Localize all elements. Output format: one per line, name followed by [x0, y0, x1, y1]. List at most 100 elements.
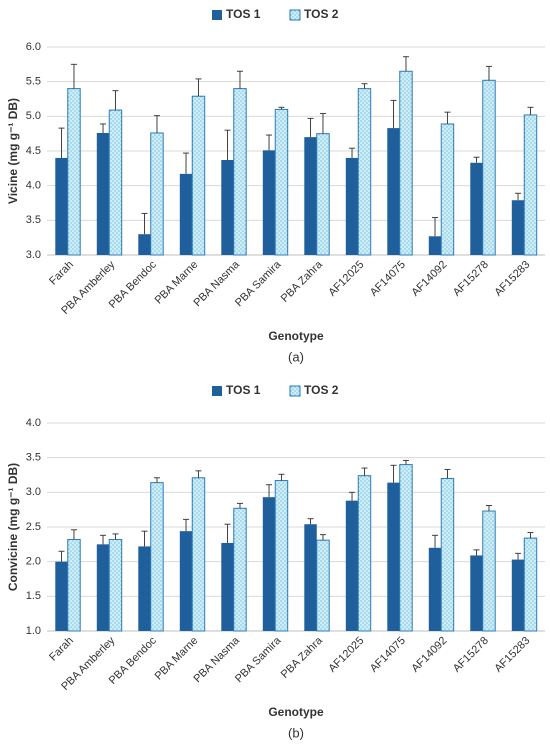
- error-bar: [515, 192, 522, 201]
- x-tick-label: AF14092: [409, 635, 449, 675]
- bar: [138, 234, 151, 255]
- error-bar: [278, 106, 285, 110]
- bar: [96, 544, 110, 631]
- x-tick-label: PBA Samira: [233, 258, 284, 309]
- legend-swatch: [212, 386, 222, 396]
- error-bar: [390, 99, 397, 129]
- y-tick-label: 5.5: [26, 76, 41, 88]
- error-bar: [319, 113, 326, 134]
- bar: [55, 157, 68, 255]
- error-bar: [361, 467, 368, 476]
- legend-swatch: [289, 385, 301, 397]
- bar: [357, 88, 372, 256]
- error-bar: [349, 491, 356, 501]
- error-bar: [278, 473, 285, 481]
- error-bar: [390, 464, 397, 483]
- bar: [511, 200, 525, 255]
- error-bar: [473, 549, 480, 556]
- bar: [138, 546, 151, 631]
- x-tick-label: AF14092: [409, 259, 449, 299]
- y-tick-label: 3.0: [26, 486, 41, 498]
- y-tick-label: 1.0: [26, 625, 41, 637]
- bar: [470, 162, 483, 255]
- error-bar: [307, 117, 314, 138]
- y-axis-label: Vicine (mg g⁻¹ DB): [6, 98, 20, 204]
- error-bar: [70, 529, 77, 540]
- error-bar: [58, 550, 65, 562]
- error-bar: [266, 484, 273, 498]
- x-tick-label: PBA Samira: [233, 634, 284, 685]
- x-axis-label: Genotype: [268, 329, 324, 343]
- bar: [387, 482, 400, 631]
- error-bar: [183, 152, 190, 174]
- bar: [304, 524, 317, 631]
- x-tick-label: AF12025: [326, 259, 366, 299]
- error-bar: [444, 468, 451, 479]
- error-bar: [432, 217, 439, 237]
- error-bar: [527, 106, 534, 115]
- error-bar: [153, 115, 160, 133]
- bar: [233, 507, 247, 632]
- error-bar: [224, 523, 231, 543]
- bar: [316, 539, 330, 632]
- y-tick-label: 6.0: [26, 41, 41, 53]
- error-bar: [236, 70, 243, 89]
- bar: [262, 497, 276, 631]
- error-bar: [444, 111, 451, 124]
- y-tick-label: 4.0: [26, 417, 41, 429]
- error-bar: [432, 534, 439, 548]
- error-bar: [349, 147, 356, 158]
- error-bar: [112, 90, 119, 111]
- x-tick-label: AF14075: [368, 259, 408, 299]
- bar: [67, 88, 81, 256]
- error-bar: [236, 502, 243, 509]
- error-bar: [141, 212, 148, 235]
- bar: [470, 555, 483, 631]
- x-tick-label: AF14075: [368, 635, 408, 675]
- bar: [221, 542, 234, 631]
- error-bar: [485, 505, 492, 512]
- legend-swatch: [289, 9, 301, 21]
- y-tick-label: 3.5: [26, 452, 41, 464]
- error-bar: [153, 477, 160, 483]
- x-axis-label: Genotype: [268, 705, 324, 719]
- y-tick-label: 3.0: [26, 249, 41, 261]
- error-bar: [141, 530, 148, 547]
- bar: [399, 464, 413, 632]
- bar: [399, 70, 413, 256]
- legend-swatch: [212, 10, 222, 20]
- error-bar: [527, 532, 534, 539]
- x-tick-label: AF15278: [451, 635, 491, 675]
- x-tick-label: Farah: [47, 635, 76, 664]
- error-bar: [266, 134, 273, 151]
- legend-label: TOS 1: [226, 383, 261, 397]
- bar: [304, 137, 317, 255]
- bar: [523, 114, 538, 256]
- error-bar: [402, 56, 409, 72]
- bar: [108, 538, 123, 632]
- error-bar: [307, 518, 314, 525]
- bar: [150, 482, 164, 632]
- bar: [316, 133, 330, 256]
- x-tick-label: AF12025: [326, 635, 366, 675]
- bar: [345, 500, 359, 631]
- bar: [191, 95, 206, 256]
- error-bar: [515, 552, 522, 560]
- error-bar: [70, 63, 77, 89]
- error-bar: [473, 156, 480, 163]
- error-bar: [361, 83, 368, 89]
- y-tick-label: 2.0: [26, 556, 41, 568]
- bar: [440, 123, 455, 256]
- error-bar: [58, 127, 65, 158]
- bar: [55, 561, 68, 631]
- error-bar: [112, 533, 119, 540]
- bar: [523, 537, 538, 632]
- bar: [96, 132, 110, 255]
- legend-label: TOS 2: [304, 383, 339, 397]
- caption: (b): [288, 725, 304, 740]
- error-bar: [224, 129, 231, 161]
- y-tick-label: 4.5: [26, 145, 41, 157]
- legend-label: TOS 1: [226, 7, 261, 21]
